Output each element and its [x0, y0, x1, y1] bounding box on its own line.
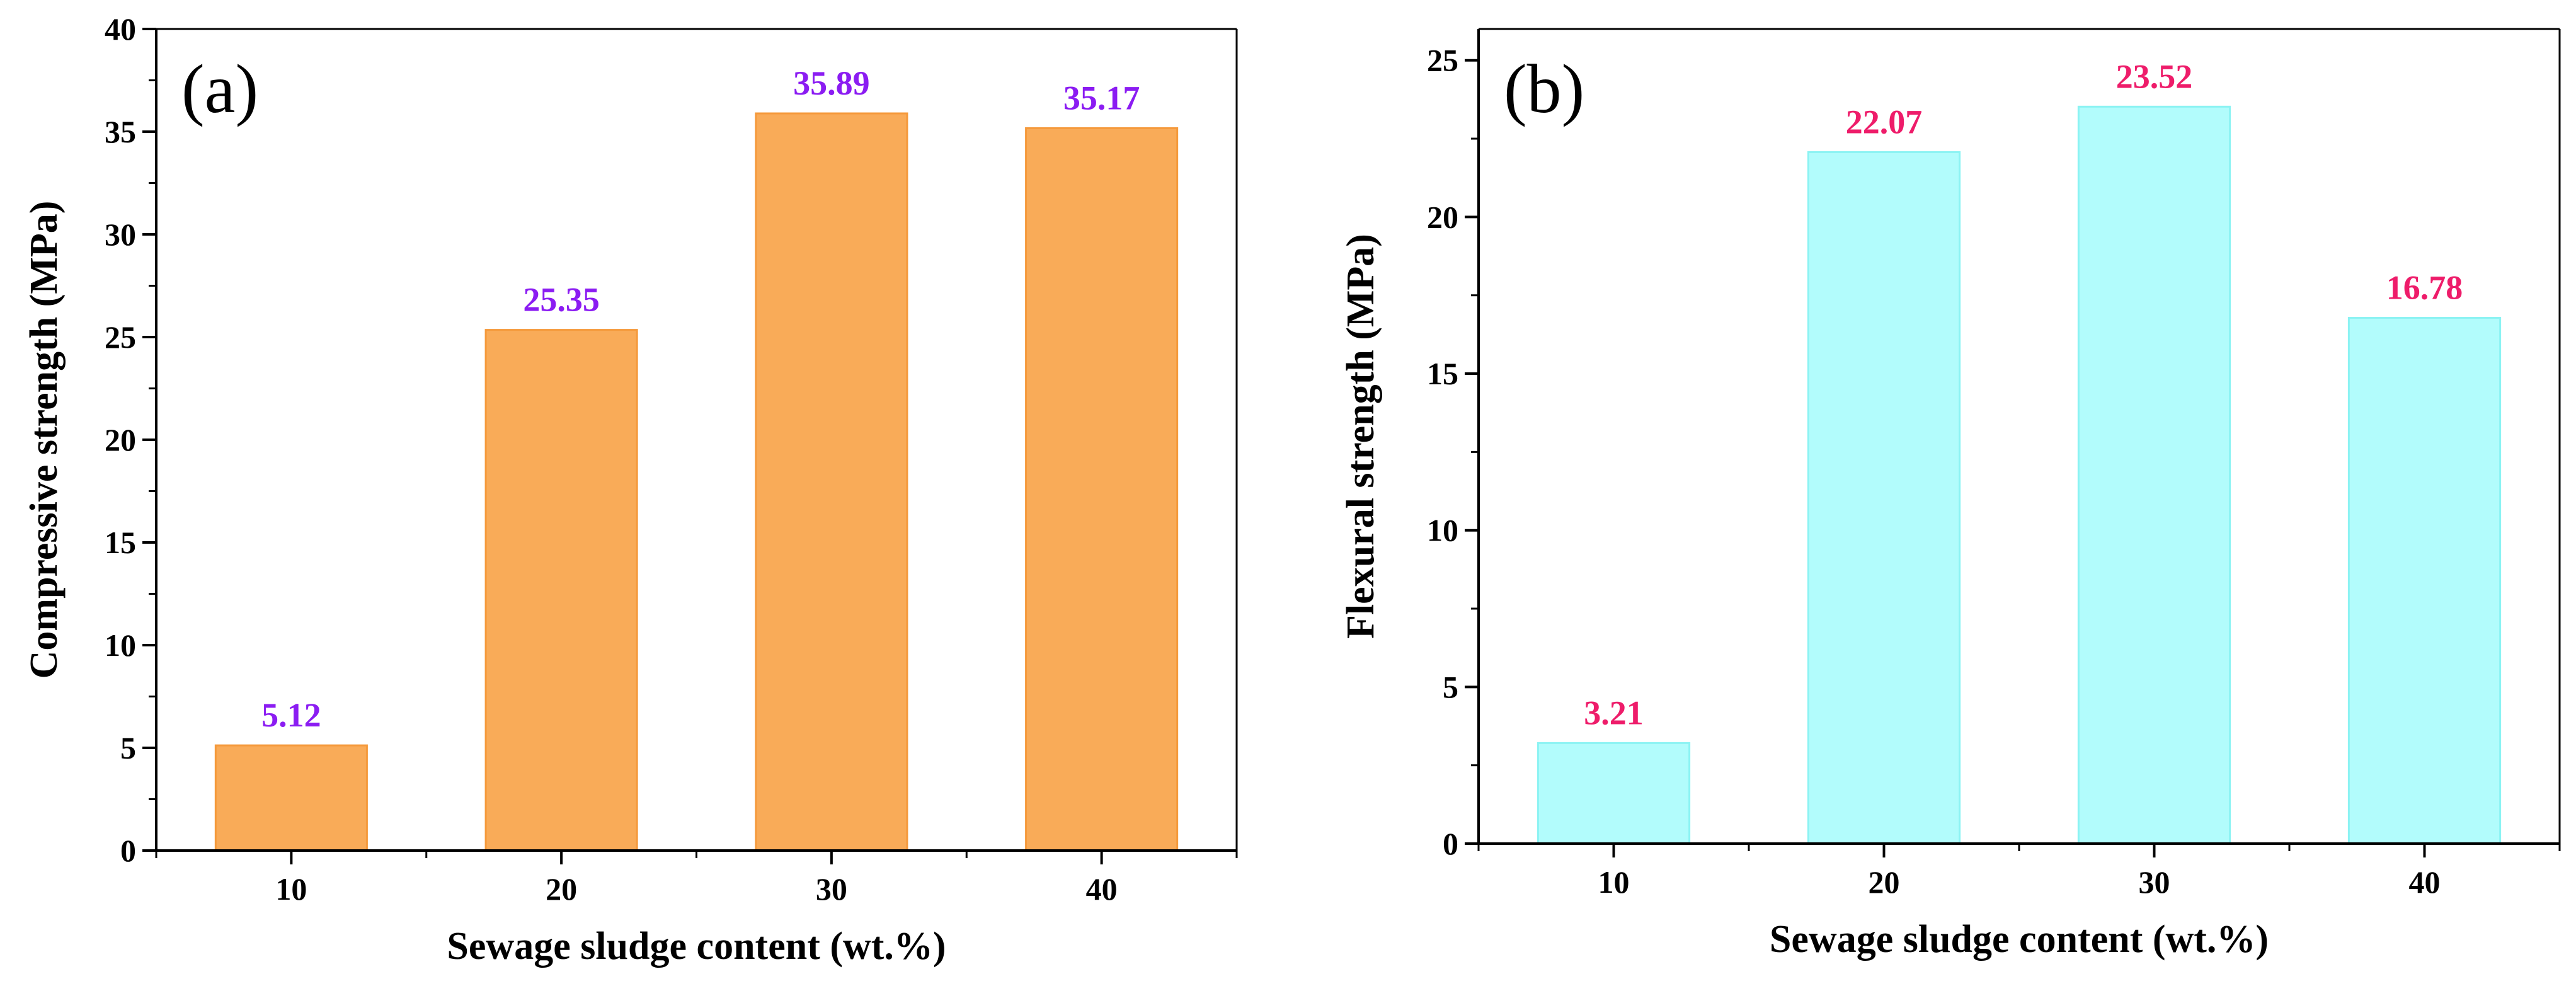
x-tick-label: 40: [2409, 864, 2441, 900]
y-axis-title: Flexural strength (MPa): [1339, 234, 1382, 639]
y-tick-label: 5: [1443, 669, 1458, 704]
value-label: 35.89: [793, 64, 870, 102]
value-label: 5.12: [261, 696, 321, 734]
chart-panel-b: 3.21 22.07 23.52 16.78 0 5 10 15 20 25 10 20 30 40 Sew…: [1339, 28, 2561, 961]
y-tick-label: 20: [1427, 199, 1458, 234]
bar: [755, 112, 908, 852]
y-tick-label: 0: [120, 833, 136, 868]
value-label: 35.17: [1063, 79, 1140, 117]
bar: [1537, 742, 1691, 845]
panel-label: (a): [181, 50, 258, 127]
y-tick-label: 15: [105, 525, 136, 560]
y-tick-label: 15: [1427, 356, 1458, 391]
value-label: 3.21: [1584, 694, 1644, 731]
bar: [1025, 127, 1179, 852]
y-tick-label: 10: [105, 628, 136, 663]
y-tick-label: 30: [105, 217, 136, 252]
x-tick-label: 30: [816, 871, 847, 907]
y-tick-label: 25: [105, 319, 136, 355]
chart-panel-a: 5.12 25.35 35.89 35.17 0 5 10 15 20 25 30 35 40 10 20 3…: [23, 11, 1238, 968]
y-tick-label: 5: [120, 730, 136, 765]
y-tick-label: 0: [1443, 826, 1458, 861]
x-axis-title: Sewage sludge content (wt.%): [1770, 918, 2269, 961]
panel-label: (b): [1504, 50, 1584, 127]
x-tick-label: 10: [1598, 864, 1630, 900]
x-axis-title: Sewage sludge content (wt.%): [447, 925, 946, 968]
y-tick-label: 10: [1427, 513, 1458, 548]
value-label: 22.07: [1846, 103, 1923, 140]
x-tick-label: 20: [546, 871, 577, 907]
y-tick-label: 40: [105, 11, 136, 47]
bar: [214, 744, 368, 852]
value-label: 23.52: [2116, 57, 2193, 95]
x-tick-label: 40: [1086, 871, 1118, 907]
y-tick-label: 25: [1427, 43, 1458, 78]
bar: [2077, 105, 2231, 845]
bar: [1807, 151, 1961, 845]
bar: [2347, 317, 2502, 845]
bar: [484, 329, 638, 852]
value-label: 25.35: [523, 281, 600, 319]
y-tick-label: 35: [105, 114, 136, 149]
y-tick-label: 20: [105, 422, 136, 457]
value-label: 16.78: [2386, 269, 2463, 307]
x-tick-label: 20: [1869, 864, 1900, 900]
x-tick-label: 30: [2139, 864, 2170, 900]
x-tick-label: 10: [275, 871, 307, 907]
y-axis-title: Compressive strength (MPa): [23, 201, 66, 679]
